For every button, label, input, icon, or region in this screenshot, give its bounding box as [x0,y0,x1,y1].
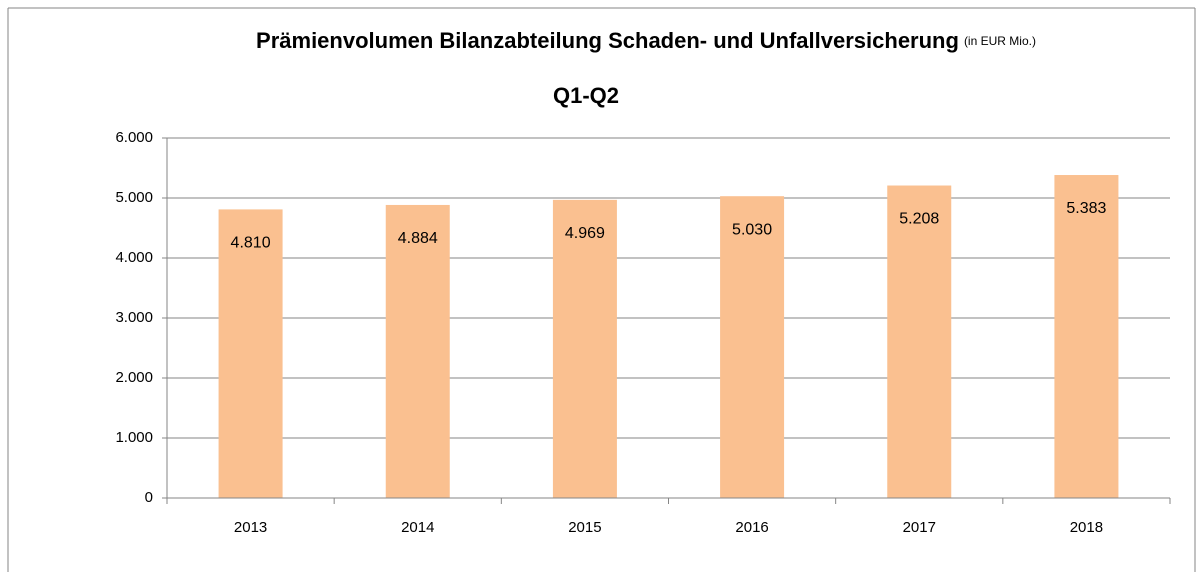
data-label: 5.383 [1066,200,1106,217]
y-tick-label: 4.000 [115,249,153,266]
bar [218,209,283,498]
x-tick-label: 2018 [1070,519,1103,536]
chart-title: Prämienvolumen Bilanzabteilung Schaden- … [256,28,1036,53]
y-tick-label: 5.000 [115,189,153,206]
x-tick-label: 2014 [401,519,434,536]
title-note: (in EUR Mio.) [964,34,1036,48]
chart-subtitle: Q1-Q2 [553,83,619,108]
data-label: 4.884 [398,230,438,247]
data-label: 4.810 [231,235,271,252]
x-tick-label: 2016 [735,519,768,536]
y-tick-label: 2.000 [115,369,153,386]
bar [887,185,952,498]
bar [552,199,617,499]
x-tick-label: 2015 [568,519,601,536]
y-tick-label: 1.000 [115,429,153,446]
title-main: Prämienvolumen Bilanzabteilung Schaden- … [256,28,959,53]
bar [385,204,450,498]
data-label: 5.208 [899,211,939,228]
x-tick-label: 2013 [234,519,267,536]
y-tick-label: 3.000 [115,309,153,326]
y-tick-label: 0 [145,489,153,506]
bar [1054,175,1119,498]
data-label: 4.969 [565,225,605,242]
data-label: 5.030 [732,221,772,238]
y-tick-label: 6.000 [115,129,153,146]
x-tick-label: 2017 [903,519,936,536]
bar [720,196,785,498]
